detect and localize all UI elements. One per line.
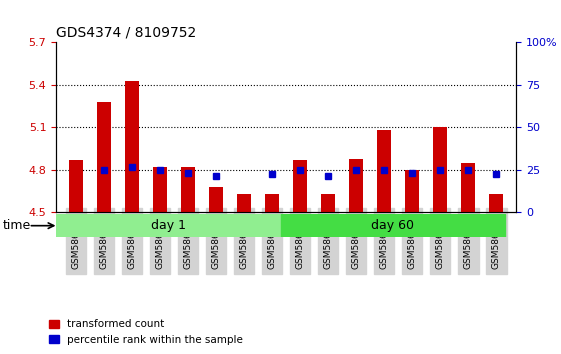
Text: GDS4374 / 8109752: GDS4374 / 8109752 — [56, 26, 196, 40]
Bar — [377, 130, 392, 212]
Bar — [405, 170, 420, 212]
Bar — [125, 81, 139, 212]
Text: time: time — [3, 219, 31, 232]
Bar — [68, 160, 83, 212]
Bar — [209, 187, 223, 212]
Bar — [433, 127, 447, 212]
Text: day 1: day 1 — [151, 219, 186, 232]
Bar — [489, 194, 504, 212]
Bar — [97, 102, 111, 212]
Bar — [349, 159, 364, 212]
Bar — [153, 167, 167, 212]
Bar — [237, 194, 251, 212]
Bar — [461, 163, 475, 212]
Legend: transformed count, percentile rank within the sample: transformed count, percentile rank withi… — [44, 315, 247, 349]
Bar — [181, 167, 195, 212]
Bar — [321, 194, 335, 212]
Bar — [56, 214, 280, 237]
Bar — [280, 214, 505, 237]
Bar — [265, 194, 279, 212]
Bar — [293, 160, 307, 212]
Text: day 60: day 60 — [371, 219, 414, 232]
